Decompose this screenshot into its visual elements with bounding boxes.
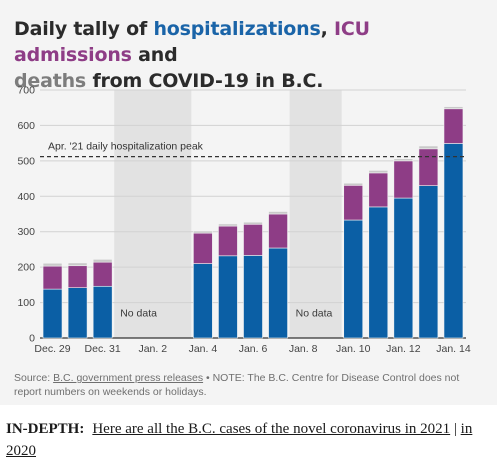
bar-hospitalizations xyxy=(368,206,389,339)
y-tick-label: 300 xyxy=(17,226,35,238)
x-tick-label: Jan. 12 xyxy=(386,343,421,355)
bar-icu xyxy=(343,185,364,221)
bar-icu xyxy=(443,108,464,144)
x-tick-label: Jan. 4 xyxy=(189,343,218,355)
y-tick-label: 0 xyxy=(29,333,35,345)
bar-hospitalizations xyxy=(393,197,414,339)
y-tick-label: 600 xyxy=(17,120,35,132)
title-hospitalizations: hospitalizations xyxy=(153,18,321,40)
bar-hospitalizations xyxy=(193,263,213,339)
title-and: and xyxy=(131,44,178,66)
bar-hospitalizations xyxy=(443,143,464,339)
bar-hospitalizations xyxy=(92,285,113,339)
source-prefix: Source: xyxy=(14,372,54,384)
y-tick-label: 200 xyxy=(17,262,35,274)
y-tick-label: 500 xyxy=(17,155,35,167)
x-tick-label: Jan. 6 xyxy=(239,343,268,355)
x-tick-label: Jan. 14 xyxy=(436,343,471,355)
title-part1: Daily tally of xyxy=(14,18,154,40)
bar-hospitalizations xyxy=(343,219,364,339)
title-deaths: deaths xyxy=(14,70,87,92)
x-tick-label: Dec. 31 xyxy=(85,343,121,355)
y-tick-label: 400 xyxy=(17,191,35,203)
cases-2020-link[interactable]: in 2020 xyxy=(6,421,473,459)
chart-title: Daily tally of hospitalizations, ICU adm… xyxy=(14,16,484,94)
bar-deaths xyxy=(368,170,389,174)
in-depth-links: IN-DEPTH: Here are all the B.C. cases of … xyxy=(6,418,494,462)
title-icu: ICU admissions xyxy=(14,18,370,66)
y-tick-label: 100 xyxy=(17,297,35,309)
bar-icu xyxy=(92,261,113,287)
in-depth-label: IN-DEPTH: xyxy=(6,421,85,437)
chart-card: Daily tally of hospitalizations, ICU adm… xyxy=(0,0,497,405)
bar-hospitalizations xyxy=(218,255,238,339)
bar-icu xyxy=(218,225,238,257)
source-text: • NOTE: The B.C. Centre for Disease Cont… xyxy=(14,372,460,398)
bar-deaths xyxy=(193,230,213,234)
x-tick-label: Jan. 10 xyxy=(336,343,371,355)
bar-hospitalizations xyxy=(243,255,263,339)
link-separator: | xyxy=(450,421,461,437)
title-rest: from COVID-19 in B.C. xyxy=(86,70,324,92)
source-link[interactable]: B.C. government press releases xyxy=(53,372,204,384)
bar-icu xyxy=(393,160,414,199)
bar-icu xyxy=(243,223,263,256)
bar-deaths xyxy=(418,145,439,150)
title-sep: , xyxy=(320,18,335,40)
no-data-label: No data xyxy=(120,308,157,320)
bar-deaths xyxy=(67,262,88,267)
bar-deaths xyxy=(42,262,63,267)
bar-icu xyxy=(418,148,439,186)
no-data-band xyxy=(289,90,342,338)
bar-deaths xyxy=(243,221,263,225)
x-tick-label: Jan. 2 xyxy=(138,343,167,355)
bar-deaths xyxy=(92,259,113,263)
bar-hospitalizations xyxy=(418,185,439,339)
stacked-bar-chart: No data No data 0 100 200 300 400 500 600 700 Apr.… xyxy=(17,85,471,356)
no-data-label: No data xyxy=(296,308,333,320)
x-tick-label: Dec. 29 xyxy=(34,343,70,355)
y-tick-label: 700 xyxy=(17,85,35,97)
bar-icu xyxy=(193,232,213,264)
bar-deaths xyxy=(343,182,364,186)
reference-line-label: Apr. '21 daily hospitalization peak xyxy=(48,141,204,153)
bar-deaths xyxy=(443,106,464,110)
bar-icu xyxy=(67,265,88,288)
bar-deaths xyxy=(268,211,288,215)
no-data-band xyxy=(114,90,192,338)
source-note: Source: B.C. government press releases •… xyxy=(14,371,484,399)
cases-2021-link[interactable]: Here are all the B.C. cases of the novel… xyxy=(92,421,451,437)
bar-icu xyxy=(268,213,288,249)
bar-icu xyxy=(42,265,63,290)
bar-deaths xyxy=(218,223,238,227)
x-tick-label: Jan. 8 xyxy=(289,343,318,355)
bar-hospitalizations xyxy=(268,247,288,339)
bar-deaths xyxy=(393,158,414,162)
bar-hospitalizations xyxy=(42,288,63,339)
bar-icu xyxy=(368,172,389,208)
bar-hospitalizations xyxy=(67,287,88,339)
